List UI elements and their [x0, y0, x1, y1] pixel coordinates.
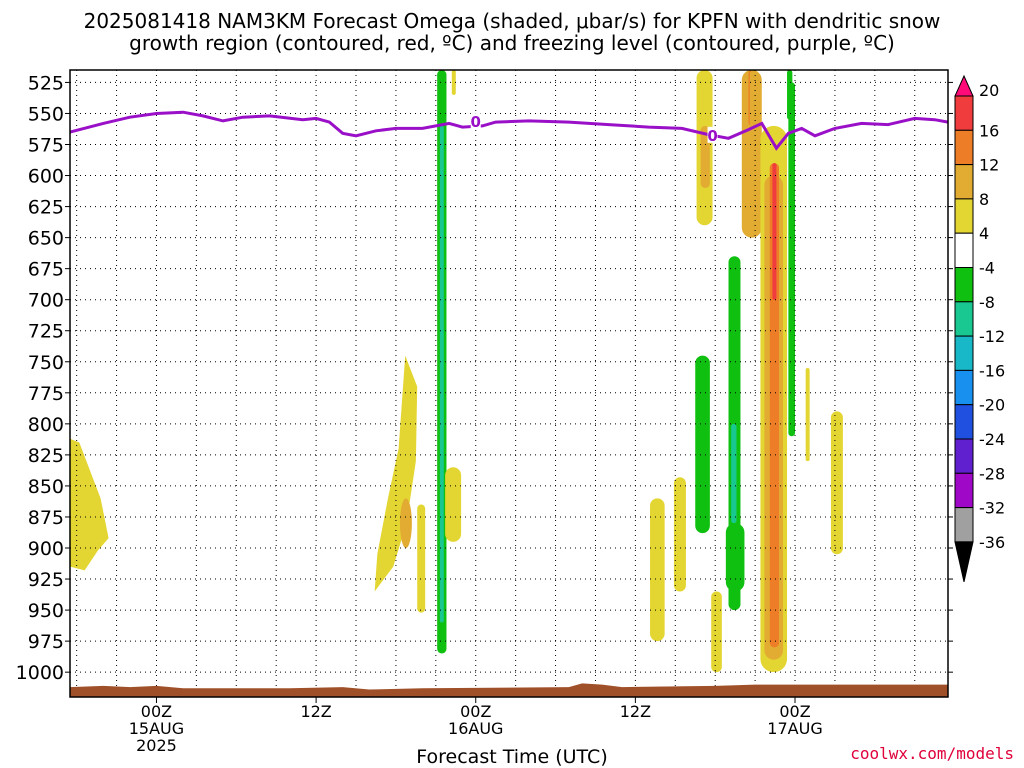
y-tick-label: 850 [28, 476, 64, 498]
colorbar-label: 16 [979, 121, 999, 140]
y-tick-label: 700 [28, 290, 64, 312]
colorbar-label: 4 [979, 224, 989, 243]
colorbar-bin [954, 164, 974, 200]
terrain-surface [70, 683, 948, 697]
omega-positive-patch [711, 591, 722, 673]
omega-positive-patch [749, 70, 758, 176]
colorbar-bin [954, 232, 974, 268]
colorbar-label: -36 [979, 533, 1005, 552]
x-tick-label: 17AUG [767, 719, 822, 738]
omega-positive-patch [650, 498, 665, 642]
colorbar-label: -28 [979, 464, 1005, 483]
chart-title-line-1: 2025081418 NAM3KM Forecast Omega (shaded… [83, 9, 941, 33]
y-tick-label: 1000 [16, 662, 64, 684]
omega-negative-column [695, 355, 710, 534]
omega-positive-column [769, 163, 780, 648]
y-tick-label: 625 [28, 197, 64, 219]
colorbar-bin [954, 369, 974, 406]
omega-negative-core [731, 423, 737, 524]
colorbar-top-arrow [954, 74, 974, 97]
colorbar-bin [954, 472, 974, 509]
colorbar-bin [954, 404, 974, 440]
x-axis-label: Forecast Time (UTC) [416, 746, 608, 768]
colorbar-label: -32 [979, 499, 1005, 518]
y-tick-label: 800 [28, 414, 64, 436]
omega-positive-patch [70, 438, 109, 571]
y-tick-label: 975 [28, 631, 64, 653]
y-tick-label: 900 [28, 538, 64, 560]
colorbar-bin [954, 335, 974, 371]
plot-area [70, 70, 948, 697]
omega-negative-core [439, 125, 444, 623]
omega-positive-patch [417, 504, 426, 613]
x-tick-label: 16AUG [448, 719, 503, 738]
omega-positive-patch [805, 367, 810, 462]
y-tick-label: 950 [28, 600, 64, 622]
y-tick-label: 725 [28, 321, 64, 343]
y-tick-label: 525 [28, 72, 64, 94]
freezing-level-label: 0 [707, 127, 717, 145]
y-tick-label: 650 [28, 228, 64, 250]
y-tick-label: 925 [28, 569, 64, 591]
x-tick-label: 2025 [136, 736, 177, 755]
omega-positive-patch [374, 355, 418, 592]
colorbar-label: -20 [979, 396, 1005, 415]
colorbar-bin [954, 507, 974, 543]
colorbar-bin [954, 267, 974, 303]
contour-label-bg [470, 113, 481, 130]
colorbar-bin [954, 129, 974, 166]
y-tick-label: 750 [28, 352, 64, 374]
colorbar-label: 20 [979, 81, 999, 100]
colorbar-bin [954, 95, 974, 131]
colorbar-label: 12 [979, 156, 999, 175]
colorbar-label: -16 [979, 361, 1005, 380]
x-tick-label: 15AUG [129, 719, 184, 738]
chart-title-line-2: growth region (contoured, red, ºC) and f… [129, 31, 895, 55]
colorbar-label: 8 [979, 190, 989, 209]
credit-link[interactable]: coolwx.com/models [850, 744, 1014, 763]
omega-positive-patch [830, 411, 843, 555]
freezing-level-label: 0 [471, 113, 481, 131]
omega-positive-patch [673, 477, 686, 592]
colorbar-bin [954, 438, 974, 474]
omega-positive-patch [451, 70, 456, 95]
contour-label-bg [707, 126, 718, 143]
colorbar-bin [954, 198, 974, 234]
x-tick-label: 00Z [779, 702, 810, 721]
omega-positive-core [399, 498, 412, 549]
y-tick-label: 575 [28, 134, 64, 156]
plot-frame [69, 69, 949, 698]
freezing-level-contour [69, 110, 949, 151]
colorbar-bin [954, 301, 974, 337]
colorbar-bottom-arrow [954, 541, 974, 583]
x-tick-label: 12Z [300, 702, 331, 721]
omega-positive-core [772, 163, 777, 300]
omega-positive-patch [445, 467, 462, 542]
colorbar-label: -4 [979, 259, 995, 278]
y-tick-label: 875 [28, 507, 64, 529]
x-tick-label: 00Z [141, 702, 172, 721]
y-tick-label: 550 [28, 103, 64, 125]
y-tick-label: 600 [28, 166, 64, 188]
colorbar-label: -12 [979, 327, 1005, 346]
y-tick-label: 675 [28, 259, 64, 281]
x-tick-label: 12Z [620, 702, 651, 721]
y-tick-label: 775 [28, 383, 64, 405]
colorbar-label: -8 [979, 293, 995, 312]
omega-negative-column [788, 82, 796, 437]
colorbar-label: -24 [979, 430, 1005, 449]
x-tick-label: 00Z [460, 702, 491, 721]
y-tick-label: 825 [28, 445, 64, 467]
